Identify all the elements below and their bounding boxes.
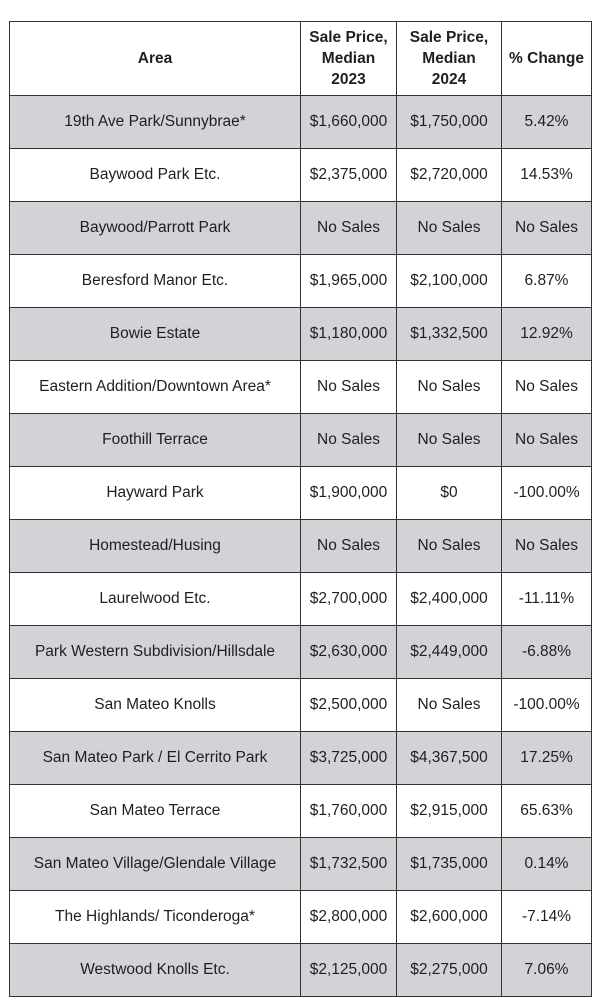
table-row: Homestead/Husing No Sales No Sales No Sales [9, 519, 592, 573]
cell-price-2024: $2,720,000 [396, 148, 502, 202]
cell-area: Beresford Manor Etc. [9, 254, 301, 308]
cell-price-2023: $1,732,500 [300, 837, 397, 891]
cell-change: -11.11% [501, 572, 592, 626]
cell-area: Hayward Park [9, 466, 301, 520]
cell-price-2024: $2,275,000 [396, 943, 502, 997]
cell-area: Bowie Estate [9, 307, 301, 361]
cell-price-2024: $2,400,000 [396, 572, 502, 626]
cell-area: Baywood/Parrott Park [9, 201, 301, 255]
table-row: Westwood Knolls Etc. $2,125,000 $2,275,000… [9, 943, 592, 997]
cell-change: 5.42% [501, 95, 592, 149]
cell-price-2024: No Sales [396, 519, 502, 573]
cell-price-2024: No Sales [396, 678, 502, 732]
table-row: Baywood/Parrott Park No Sales No Sales No S… [9, 201, 592, 255]
cell-price-2024: No Sales [396, 360, 502, 414]
header-price-2024-line1: Sale Price, [409, 29, 489, 46]
cell-change: 65.63% [501, 784, 592, 838]
table-row: San Mateo Village/Glendale Village $1,732… [9, 837, 592, 891]
cell-price-2023: $2,500,000 [300, 678, 397, 732]
cell-change: -6.88% [501, 625, 592, 679]
cell-price-2023: No Sales [300, 360, 397, 414]
cell-change: 7.06% [501, 943, 592, 997]
cell-price-2024: $1,750,000 [396, 95, 502, 149]
header-price-2024-line2: Median [422, 50, 476, 67]
cell-change: -7.14% [501, 890, 592, 944]
cell-area: Westwood Knolls Etc. [9, 943, 301, 997]
table-row: San Mateo Terrace $1,760,000 $2,915,000 65.… [9, 784, 592, 838]
cell-change: 14.53% [501, 148, 592, 202]
header-price-2023-line1: Sale Price, [309, 29, 388, 46]
cell-price-2024: $1,735,000 [396, 837, 502, 891]
cell-price-2023: $1,760,000 [300, 784, 397, 838]
header-area: Area [9, 21, 301, 96]
cell-change: 0.14% [501, 837, 592, 891]
header-change: % Change [501, 21, 592, 96]
cell-area: Laurelwood Etc. [9, 572, 301, 626]
table-row: Eastern Addition/Downtown Area* No Sales N… [9, 360, 592, 414]
cell-area: Homestead/Husing [9, 519, 301, 573]
cell-price-2023: No Sales [300, 413, 397, 467]
table-header-row: Area Sale Price, Median 2023 Sale Price,… [9, 21, 592, 96]
cell-price-2024: $2,915,000 [396, 784, 502, 838]
cell-area: Baywood Park Etc. [9, 148, 301, 202]
header-price-2023: Sale Price, Median 2023 [300, 21, 397, 96]
cell-price-2023: No Sales [300, 201, 397, 255]
median-sale-price-table: Area Sale Price, Median 2023 Sale Price,… [9, 21, 592, 997]
table-row: Foothill Terrace No Sales No Sales No Sales [9, 413, 592, 467]
cell-price-2024: $4,367,500 [396, 731, 502, 785]
cell-change: No Sales [501, 413, 592, 467]
cell-change: No Sales [501, 201, 592, 255]
table-row: Park Western Subdivision/Hillsdale $2,630… [9, 625, 592, 679]
cell-area: San Mateo Knolls [9, 678, 301, 732]
cell-change: No Sales [501, 519, 592, 573]
table-row: San Mateo Park / El Cerrito Park $3,725,0… [9, 731, 592, 785]
cell-price-2023: $2,630,000 [300, 625, 397, 679]
cell-change: 17.25% [501, 731, 592, 785]
cell-price-2024: $1,332,500 [396, 307, 502, 361]
table-row: Hayward Park $1,900,000 $0 -100.00% [9, 466, 592, 520]
cell-area: San Mateo Village/Glendale Village [9, 837, 301, 891]
cell-price-2023: $1,965,000 [300, 254, 397, 308]
cell-price-2023: $3,725,000 [300, 731, 397, 785]
cell-change: 12.92% [501, 307, 592, 361]
header-price-2024: Sale Price, Median 2024 [396, 21, 502, 96]
header-price-2023-line2: Median [321, 50, 376, 67]
cell-price-2024: $2,449,000 [396, 625, 502, 679]
cell-area: San Mateo Terrace [9, 784, 301, 838]
cell-area: Foothill Terrace [9, 413, 301, 467]
cell-price-2024: $0 [396, 466, 502, 520]
cell-area: Park Western Subdivision/Hillsdale [9, 625, 301, 679]
cell-price-2023: $2,125,000 [300, 943, 397, 997]
cell-change: 6.87% [501, 254, 592, 308]
header-price-2024-line3: 2024 [431, 71, 467, 88]
header-price-2023-line3: 2023 [331, 71, 366, 88]
cell-change: -100.00% [501, 678, 592, 732]
table-row: 19th Ave Park/Sunnybrae* $1,660,000 $1,750… [9, 95, 592, 149]
cell-price-2024: No Sales [396, 413, 502, 467]
cell-price-2023: $2,375,000 [300, 148, 397, 202]
cell-area: San Mateo Park / El Cerrito Park [9, 731, 301, 785]
table-row: San Mateo Knolls $2,500,000 No Sales -100.0… [9, 678, 592, 732]
table-row: Baywood Park Etc. $2,375,000 $2,720,000 14.… [9, 148, 592, 202]
cell-price-2023: $1,660,000 [300, 95, 397, 149]
cell-price-2023: $1,900,000 [300, 466, 397, 520]
cell-area: The Highlands/ Ticonderoga* [9, 890, 301, 944]
table-row: The Highlands/ Ticonderoga* $2,800,000 $2,… [9, 890, 592, 944]
cell-price-2024: No Sales [396, 201, 502, 255]
cell-price-2024: $2,100,000 [396, 254, 502, 308]
cell-price-2023: $2,800,000 [300, 890, 397, 944]
cell-price-2023: $2,700,000 [300, 572, 397, 626]
cell-price-2023: $1,180,000 [300, 307, 397, 361]
table-row: Beresford Manor Etc. $1,965,000 $2,100,000… [9, 254, 592, 308]
cell-price-2023: No Sales [300, 519, 397, 573]
cell-area: 19th Ave Park/Sunnybrae* [9, 95, 301, 149]
cell-area: Eastern Addition/Downtown Area* [9, 360, 301, 414]
table-row: Laurelwood Etc. $2,700,000 $2,400,000 -11.1… [9, 572, 592, 626]
table-row: Bowie Estate $1,180,000 $1,332,500 12.92% [9, 307, 592, 361]
cell-price-2024: $2,600,000 [396, 890, 502, 944]
cell-change: -100.00% [501, 466, 592, 520]
table-body: 19th Ave Park/Sunnybrae* $1,660,000 $1,750… [9, 95, 592, 997]
sales-table-container: Area Sale Price, Median 2023 Sale Price,… [9, 21, 592, 997]
cell-change: No Sales [501, 360, 592, 414]
